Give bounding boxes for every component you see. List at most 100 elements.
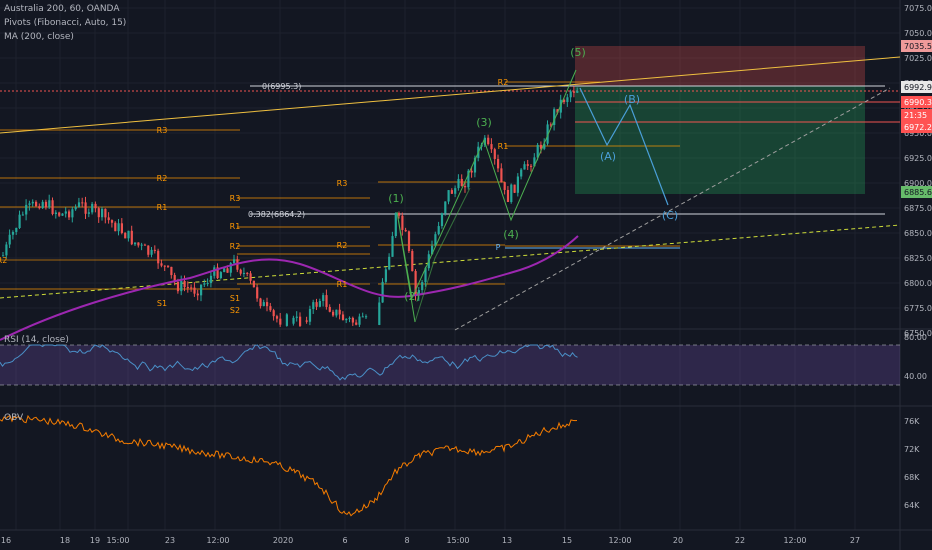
candle-body — [25, 204, 28, 215]
time-tick-label: 23 — [165, 536, 175, 545]
price-tick-label: 6825.0 — [904, 254, 932, 263]
candle-body — [252, 280, 255, 288]
pivot-label: R1 — [157, 203, 168, 212]
drawing-shapes[interactable] — [0, 46, 901, 331]
fib-label-0: 0(6995.3) — [262, 82, 301, 91]
obv-tick-label: 76K — [904, 417, 920, 426]
candle-body — [226, 268, 229, 273]
candle-body — [147, 245, 150, 255]
obv-tick-label: 68K — [904, 473, 920, 482]
annotation-labels: (1) (2) (3) (4) (5) (A) (B) (C) R3 R2 R1 S1 R3 R2 R1 S1… — [0, 46, 678, 315]
candle-body — [543, 143, 546, 149]
price-axes: 7075.07050.07025.07000.06975.06950.06925… — [1, 4, 932, 545]
candle-body — [312, 302, 315, 310]
candle-body — [91, 203, 94, 213]
rsi-line — [0, 344, 578, 381]
price-badge: 6992.9 — [904, 83, 932, 92]
pivot-label: P — [496, 243, 501, 252]
candle-body — [259, 298, 262, 307]
pivot-label: R2 — [498, 78, 509, 87]
candle-body — [497, 158, 500, 169]
candle-body — [305, 320, 308, 322]
candle-body — [190, 287, 193, 289]
time-tick-label: 16 — [1, 536, 11, 545]
candle-body — [467, 170, 470, 188]
candle-body — [404, 229, 407, 232]
candle-body — [38, 206, 41, 209]
candle-body — [421, 282, 424, 291]
candle-body — [292, 317, 295, 324]
candle-body — [61, 213, 64, 216]
candle-body — [569, 91, 572, 98]
candle-body — [31, 201, 34, 204]
candle-body — [470, 170, 473, 173]
price-tick-label: 6900.0 — [904, 179, 932, 188]
price-tick-label: 6975.0 — [904, 104, 932, 113]
candle-body — [299, 316, 302, 326]
candle-body — [246, 272, 249, 274]
candle-body — [520, 169, 523, 177]
candle-body — [464, 186, 467, 188]
candle-body — [503, 182, 506, 190]
wave-label: (B) — [624, 93, 640, 106]
candle-body — [417, 290, 420, 296]
candle-body — [391, 236, 394, 257]
candlesticks — [2, 86, 579, 327]
candle-body — [401, 215, 404, 230]
price-tick-label: 6800.0 — [904, 279, 932, 288]
wave-label: (C) — [662, 209, 678, 222]
wave-label: (5) — [570, 46, 586, 59]
candle-body — [18, 214, 21, 229]
price-badge: 21:35 — [904, 111, 927, 120]
candle-body — [120, 223, 123, 233]
candle-body — [223, 268, 226, 273]
candle-body — [444, 201, 447, 214]
candle-body — [249, 273, 252, 281]
elliott-wave-leg — [414, 187, 471, 323]
symbol-legend[interactable]: Australia 200, 60, OANDA — [4, 4, 120, 14]
time-tick-label: 13 — [502, 536, 512, 545]
candle-body — [338, 309, 341, 315]
candle-body — [355, 322, 358, 325]
obv-legend[interactable]: OBV — [4, 413, 24, 423]
rsi-legend[interactable]: RSI (14, close) — [4, 335, 69, 345]
candle-body — [173, 275, 176, 283]
price-tick-label: 7025.0 — [904, 54, 932, 63]
candle-body — [388, 256, 391, 270]
pivots-legend[interactable]: Pivots (Fibonacci, Auto, 15) — [4, 18, 127, 28]
candle-body — [516, 176, 519, 193]
candle-body — [41, 201, 44, 209]
pivot-label: R1 — [230, 222, 241, 231]
pivot-label: S2 — [230, 306, 240, 315]
rsi-tick-label: 40.00 — [904, 372, 927, 381]
candle-body — [68, 211, 71, 218]
candle-body — [157, 250, 160, 264]
candle-body — [160, 263, 163, 266]
ma-legend[interactable]: MA (200, close) — [4, 32, 74, 42]
candle-body — [563, 99, 566, 103]
candle-body — [110, 220, 114, 223]
wave-label: (3) — [476, 116, 492, 129]
candle-body — [193, 287, 196, 294]
obv-tick-label: 64K — [904, 501, 920, 510]
candle-body — [384, 269, 387, 282]
price-tick-label: 6850.0 — [904, 229, 932, 238]
candle-body — [460, 178, 463, 187]
candle-body — [94, 203, 97, 209]
candle-body — [566, 97, 569, 103]
time-tick-label: 20 — [673, 536, 683, 545]
take-profit-zone — [575, 86, 865, 194]
time-tick-label: 27 — [850, 536, 860, 545]
time-tick-label: 12:00 — [783, 536, 806, 545]
candle-body — [269, 306, 272, 311]
candle-body — [487, 137, 490, 145]
candle-body — [21, 214, 24, 216]
candle-body — [233, 259, 236, 264]
candle-body — [167, 265, 170, 267]
candle-body — [553, 109, 556, 125]
candle-body — [44, 201, 48, 208]
candle-body — [275, 316, 279, 319]
candle-body — [523, 164, 526, 170]
